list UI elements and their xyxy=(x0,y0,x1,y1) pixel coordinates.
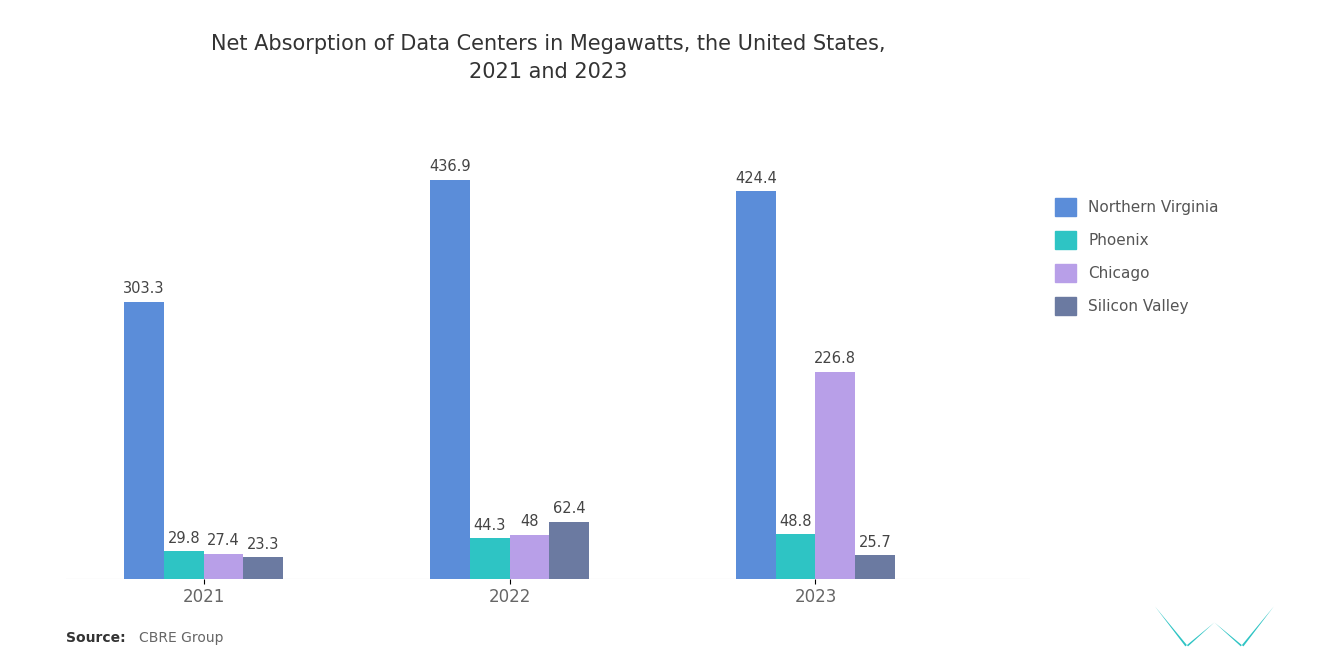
Text: 25.7: 25.7 xyxy=(859,535,891,549)
Text: 424.4: 424.4 xyxy=(735,171,776,186)
Text: 48: 48 xyxy=(520,514,539,529)
Bar xyxy=(776,534,816,579)
Polygon shape xyxy=(1155,606,1214,646)
Bar xyxy=(855,555,895,579)
Text: 29.8: 29.8 xyxy=(168,531,201,546)
Text: 44.3: 44.3 xyxy=(474,517,506,533)
Bar xyxy=(510,535,549,579)
Text: 226.8: 226.8 xyxy=(814,351,857,366)
Legend: Northern Virginia, Phoenix, Chicago, Silicon Valley: Northern Virginia, Phoenix, Chicago, Sil… xyxy=(1047,190,1226,323)
Text: 23.3: 23.3 xyxy=(247,537,280,552)
Bar xyxy=(243,557,284,579)
Text: 27.4: 27.4 xyxy=(207,533,240,548)
Bar xyxy=(816,372,855,579)
Bar xyxy=(124,302,164,579)
Bar xyxy=(549,521,589,579)
Bar xyxy=(164,551,203,579)
Text: 303.3: 303.3 xyxy=(123,281,165,296)
Text: 62.4: 62.4 xyxy=(553,501,586,516)
Text: CBRE Group: CBRE Group xyxy=(139,631,223,645)
Bar xyxy=(470,538,510,579)
Polygon shape xyxy=(1214,606,1274,646)
Text: 436.9: 436.9 xyxy=(429,160,471,174)
Bar xyxy=(430,180,470,579)
Text: 48.8: 48.8 xyxy=(779,513,812,529)
Bar xyxy=(203,553,243,579)
Text: Source:: Source: xyxy=(66,631,125,645)
Title: Net Absorption of Data Centers in Megawatts, the United States,
2021 and 2023: Net Absorption of Data Centers in Megawa… xyxy=(211,35,884,82)
Bar xyxy=(737,191,776,579)
